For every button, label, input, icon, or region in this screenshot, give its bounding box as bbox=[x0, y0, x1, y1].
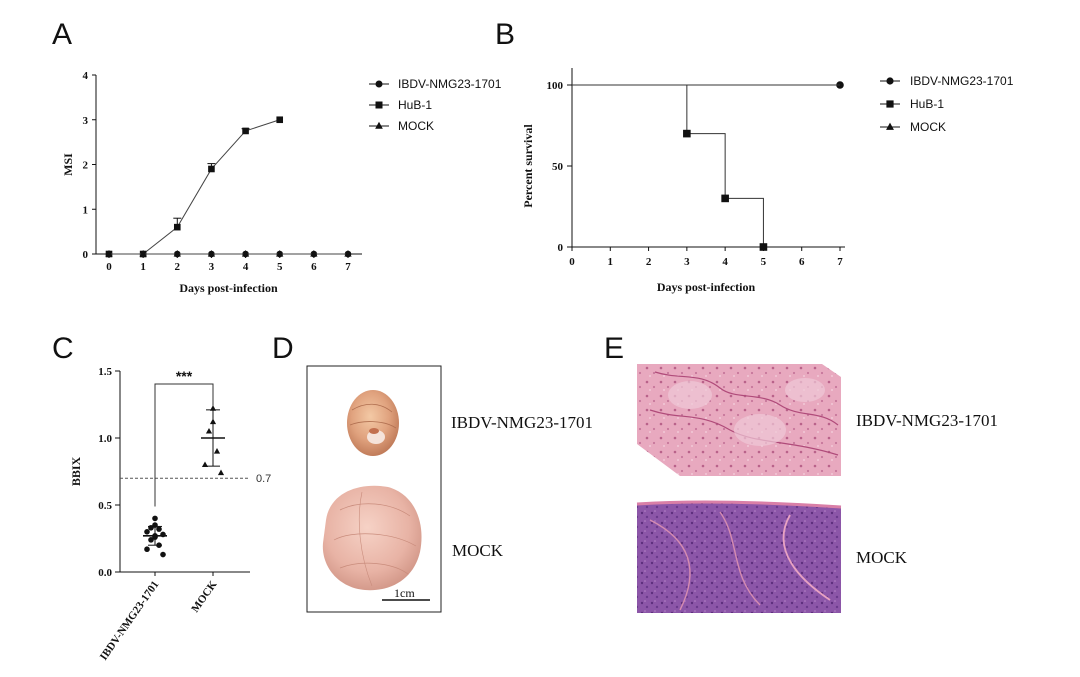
chart-c-y-tick-label: 1.5 bbox=[98, 366, 112, 378]
chart-c-point bbox=[213, 448, 221, 454]
chart-a-msi: 0 1 2 3 4 5 6 7 0 1 2 3 4 Days post-infection MSI bbox=[61, 70, 362, 295]
chart-b-x-tick-label: 0 bbox=[569, 256, 575, 268]
chart-c-y-tick-label: 0.0 bbox=[98, 567, 112, 579]
chart-b-legend-label: MOCK bbox=[910, 120, 946, 134]
chart-c-y-tick-label: 1.0 bbox=[98, 433, 112, 445]
chart-a-y-tick-label: 1 bbox=[83, 204, 89, 216]
histology-infected bbox=[637, 364, 841, 476]
panel-letter-a: A bbox=[52, 18, 72, 51]
panel-letter-c: C bbox=[52, 332, 74, 365]
chart-c-point bbox=[160, 551, 166, 558]
panel-letter-b: B bbox=[495, 18, 515, 51]
histology-mock bbox=[636, 500, 842, 613]
chart-a-point bbox=[105, 250, 113, 257]
chart-a-x-tick-label: 0 bbox=[106, 261, 112, 273]
chart-a-x-tick-label: 5 bbox=[277, 261, 283, 273]
panel-letter-e: E bbox=[604, 332, 624, 365]
chart-b-y-tick-label: 50 bbox=[552, 161, 564, 173]
chart-a-x-tick-label: 4 bbox=[243, 261, 249, 273]
chart-b-y-tick-label: 0 bbox=[558, 242, 564, 254]
chart-a-x-tick-label: 1 bbox=[140, 261, 146, 273]
panel-e-bottom-label: MOCK bbox=[856, 548, 908, 567]
chart-b-survival: 0 1 2 3 4 5 6 7 0 50 100 Days post-infection Percent… bbox=[521, 68, 845, 294]
chart-a-legend-label: MOCK bbox=[398, 119, 434, 133]
chart-c-point bbox=[148, 524, 154, 531]
chart-b-legend-label: IBDV-NMG23-1701 bbox=[910, 74, 1014, 88]
chart-c-y-tick-label: 0.5 bbox=[98, 500, 112, 512]
chart-b-x-label: Days post-infection bbox=[657, 280, 756, 294]
chart-b-x-tick-label: 7 bbox=[837, 256, 843, 268]
chart-c-point bbox=[205, 427, 213, 434]
chart-c-point bbox=[144, 546, 150, 553]
chart-b-legend-marker bbox=[886, 122, 894, 130]
panel-letter-d: D bbox=[272, 332, 294, 365]
chart-a-point bbox=[173, 223, 181, 231]
chart-a-y-label: MSI bbox=[61, 153, 75, 176]
chart-a-x-tick-label: 7 bbox=[345, 261, 351, 273]
chart-c-point bbox=[148, 537, 154, 543]
panel-e-histology bbox=[636, 364, 842, 613]
chart-c-bbix: 0.0 0.5 1.0 1.5 BBIX IBDV-NMG23-1701 MOCK 0.7 **… bbox=[69, 366, 271, 663]
chart-a-legend: IBDV-NMG23-1701 HuB-1 MOCK bbox=[369, 77, 502, 133]
chart-a-point bbox=[344, 250, 352, 257]
chart-b-point bbox=[721, 194, 729, 203]
chart-b-x-tick-label: 5 bbox=[761, 256, 767, 268]
chart-b-point bbox=[683, 129, 691, 138]
chart-b-legend-marker bbox=[886, 100, 894, 108]
chart-b-x-tick-label: 6 bbox=[799, 256, 805, 268]
chart-c-significance-label: *** bbox=[176, 368, 193, 384]
panel-d-bottom-label: MOCK bbox=[452, 541, 504, 560]
bursa-mock-photo bbox=[322, 485, 422, 591]
chart-a-point bbox=[139, 250, 147, 257]
chart-a-point bbox=[208, 165, 215, 173]
chart-a-point bbox=[241, 250, 250, 257]
chart-a-legend-label: HuB-1 bbox=[398, 98, 432, 112]
bursa-infected-photo bbox=[347, 390, 399, 456]
panel-d-photos: 1cm bbox=[306, 365, 442, 613]
chart-a-y-tick-label: 0 bbox=[83, 249, 89, 261]
chart-b-legend-label: HuB-1 bbox=[910, 97, 944, 111]
chart-b-x-tick-label: 4 bbox=[722, 256, 728, 268]
chart-b-x-tick-label: 3 bbox=[684, 256, 690, 268]
panel-e-top-label: IBDV-NMG23-1701 bbox=[856, 411, 998, 430]
chart-a-point bbox=[310, 250, 318, 257]
chart-b-point bbox=[759, 243, 768, 251]
chart-c-point bbox=[144, 529, 150, 535]
chart-b-series-line bbox=[572, 84, 764, 247]
chart-a-point bbox=[276, 116, 284, 124]
panel-d-top-label: IBDV-NMG23-1701 bbox=[451, 413, 593, 432]
chart-a-y-tick-label: 2 bbox=[83, 160, 89, 172]
chart-c-reference-label: 0.7 bbox=[256, 473, 271, 485]
chart-c-point bbox=[152, 515, 158, 522]
chart-a-y-tick-label: 3 bbox=[83, 115, 89, 127]
chart-b-legend-marker bbox=[886, 77, 894, 85]
chart-a-point bbox=[173, 250, 181, 257]
chart-a-series-line bbox=[109, 119, 280, 255]
chart-b-x-tick-label: 2 bbox=[646, 256, 652, 268]
chart-b-y-label: Percent survival bbox=[521, 124, 535, 208]
chart-b-legend: IBDV-NMG23-1701 HuB-1 MOCK bbox=[880, 74, 1014, 134]
scale-bar-label: 1cm bbox=[394, 586, 415, 600]
chart-c-point bbox=[217, 469, 225, 476]
chart-a-x-label: Days post-infection bbox=[179, 281, 278, 295]
chart-a-point bbox=[276, 250, 284, 257]
chart-c-x-tick-label: IBDV-NMG23-1701 bbox=[98, 579, 162, 663]
chart-a-legend-marker bbox=[375, 101, 383, 109]
chart-a-legend-marker bbox=[375, 121, 383, 129]
chart-b-y-tick-label: 100 bbox=[547, 80, 564, 92]
chart-a-point bbox=[207, 250, 216, 257]
chart-a-point bbox=[242, 127, 249, 135]
chart-c-significance-bracket bbox=[154, 383, 214, 507]
chart-a-legend-label: IBDV-NMG23-1701 bbox=[398, 77, 502, 91]
chart-c-x-tick-label: MOCK bbox=[189, 578, 219, 614]
chart-b-x-tick-label: 1 bbox=[608, 256, 614, 268]
chart-a-y-tick-label: 4 bbox=[83, 70, 89, 82]
chart-a-legend-marker bbox=[375, 80, 383, 88]
chart-a-x-tick-label: 2 bbox=[175, 261, 181, 273]
chart-c-y-label: BBIX bbox=[69, 456, 83, 486]
chart-a-x-tick-label: 3 bbox=[209, 261, 215, 273]
chart-c-point bbox=[156, 526, 162, 532]
chart-a-x-tick-label: 6 bbox=[311, 261, 317, 273]
